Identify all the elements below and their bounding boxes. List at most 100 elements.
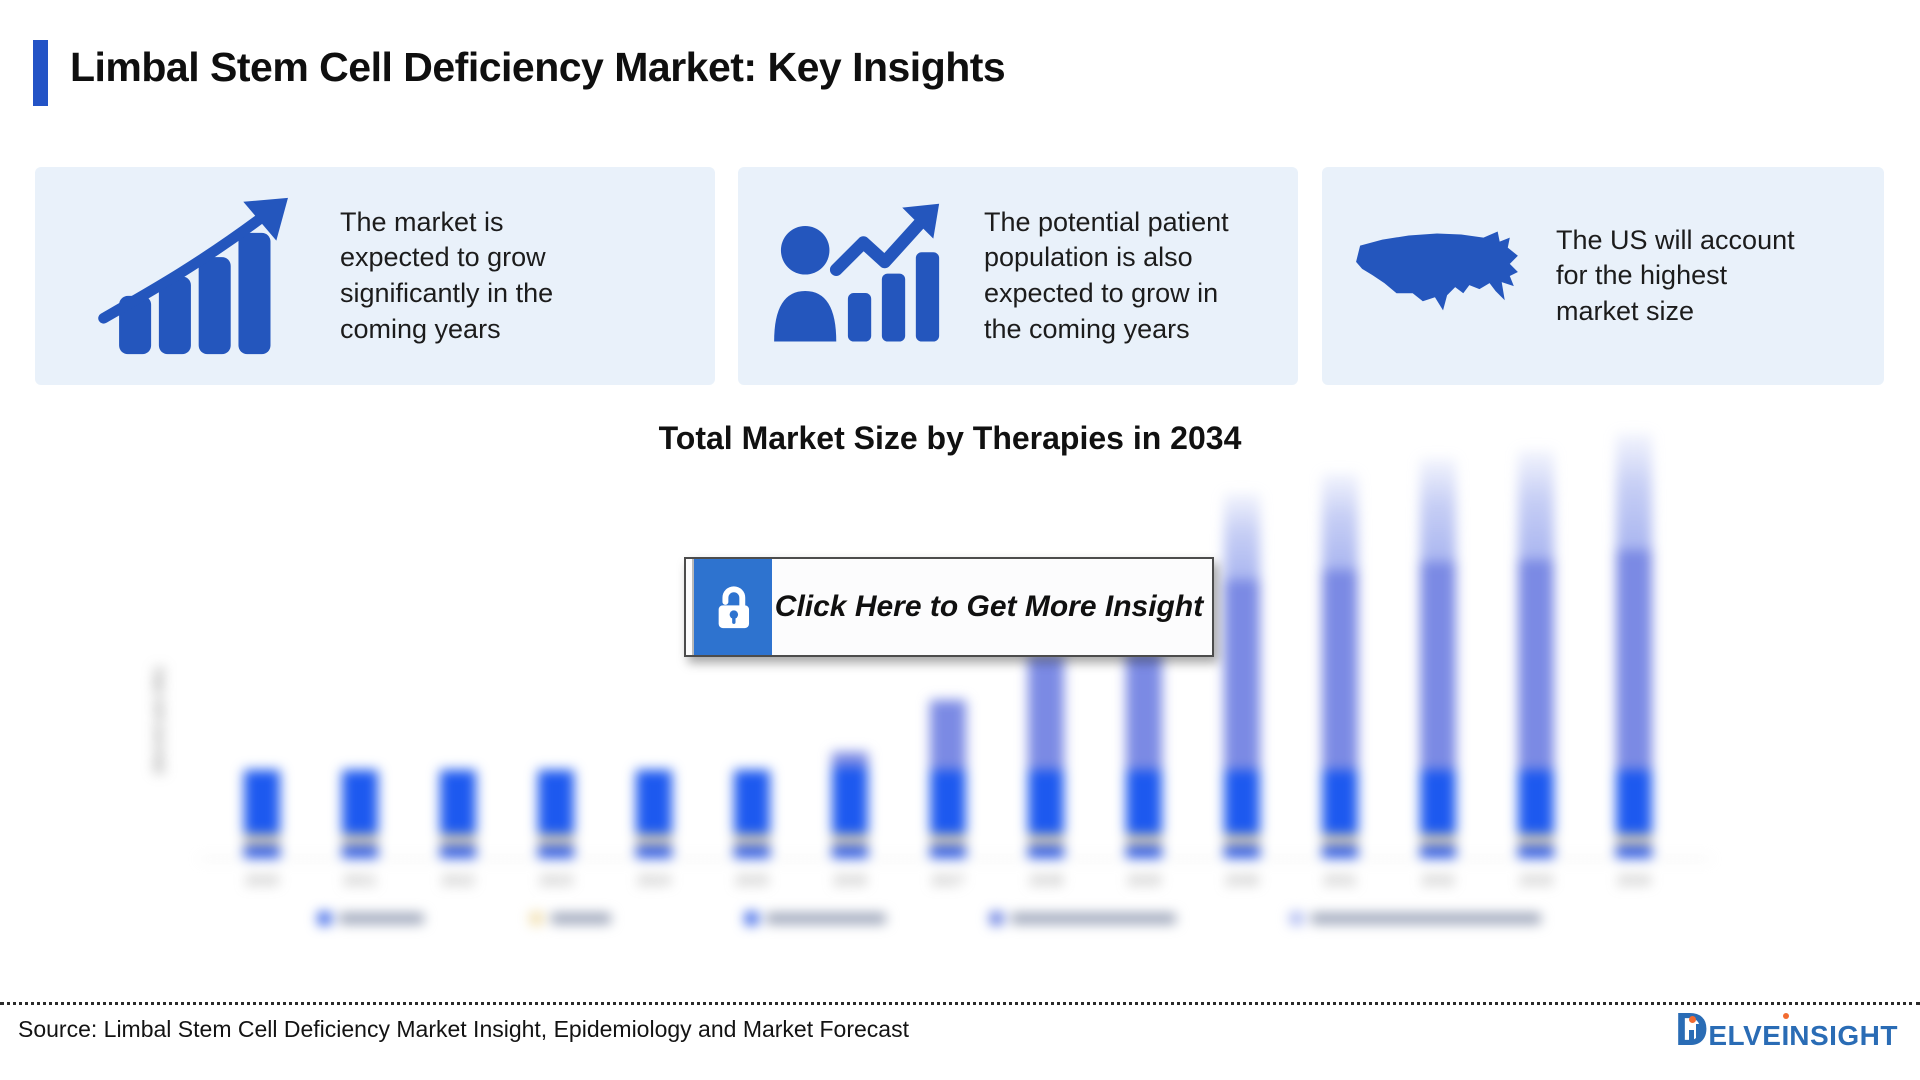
bar-2033 bbox=[1518, 450, 1554, 858]
x-tick-label-blurred: 2024 bbox=[637, 872, 671, 889]
x-tick-label-blurred: 2021 bbox=[343, 872, 377, 889]
logo-bar-icon bbox=[1689, 1030, 1695, 1040]
delveinsight-logo: D ELVE I NSIGHT bbox=[1675, 1006, 1898, 1052]
page-title: Limbal Stem Cell Deficiency Market: Key … bbox=[70, 44, 1006, 90]
bar-segment bbox=[1322, 835, 1358, 845]
legend-item-blurred bbox=[318, 912, 424, 925]
bar-segment bbox=[1420, 562, 1456, 770]
bar-2028 bbox=[1028, 655, 1064, 858]
x-axis-line bbox=[200, 858, 1710, 860]
bar-2031 bbox=[1322, 473, 1358, 858]
bar-segment bbox=[930, 845, 966, 858]
bar-segment bbox=[1518, 450, 1554, 560]
legend-item-blurred bbox=[990, 912, 1176, 925]
bar-2021 bbox=[342, 770, 378, 858]
bar-segment bbox=[1616, 550, 1652, 770]
insight-card-us-market: The US will account for the highest mark… bbox=[1322, 167, 1884, 385]
cta-label: Click Here to Get More Insight bbox=[774, 590, 1204, 623]
x-tick-label-blurred: 2022 bbox=[441, 872, 475, 889]
bar-segment bbox=[636, 770, 672, 835]
bar-segment bbox=[440, 845, 476, 858]
legend-label-smudge bbox=[339, 913, 424, 924]
legend-label-smudge bbox=[1311, 913, 1541, 924]
bar-2020 bbox=[244, 770, 280, 858]
bar-segment bbox=[538, 770, 574, 835]
x-tick-label-blurred: 2033 bbox=[1519, 872, 1553, 889]
x-tick-label-blurred: 2023 bbox=[539, 872, 573, 889]
legend-item-blurred bbox=[1290, 912, 1541, 925]
logo-letter-i: I bbox=[1781, 1013, 1790, 1051]
legend-swatch bbox=[745, 912, 758, 925]
legend-item-blurred bbox=[530, 912, 611, 925]
y-axis-title-blurred: (blurred axis title) bbox=[150, 666, 166, 774]
logo-text: NSIGHT bbox=[1789, 1020, 1898, 1051]
logo-orange-dot-icon bbox=[1689, 1016, 1697, 1023]
x-tick-label-blurred: 2025 bbox=[735, 872, 769, 889]
bar-segment bbox=[1518, 835, 1554, 845]
bar-segment bbox=[244, 770, 280, 835]
logo-bar-icon bbox=[1696, 1024, 1702, 1040]
x-tick-label-blurred: 2020 bbox=[245, 872, 279, 889]
footer-divider bbox=[0, 1002, 1920, 1005]
bar-segment bbox=[1420, 835, 1456, 845]
bar-segment bbox=[1126, 770, 1162, 835]
legend-swatch bbox=[990, 912, 1003, 925]
patient-population-growth-icon bbox=[774, 203, 940, 342]
bar-2032 bbox=[1420, 458, 1456, 858]
bar-segment bbox=[244, 845, 280, 858]
bar-segment bbox=[342, 845, 378, 858]
insight-card-text: The US will account for the highest mark… bbox=[1556, 224, 1795, 326]
cta-button[interactable]: Click Here to Get More Insight bbox=[684, 557, 1214, 657]
logo-text: ELVE bbox=[1708, 1020, 1782, 1051]
us-map-icon bbox=[1356, 231, 1518, 311]
bar-2025 bbox=[734, 770, 770, 858]
x-tick-label-blurred: 2027 bbox=[931, 872, 965, 889]
bar-segment bbox=[832, 835, 868, 845]
bar-segment bbox=[244, 835, 280, 845]
bar-2034 bbox=[1616, 433, 1652, 858]
legend-item-blurred bbox=[745, 912, 886, 925]
bar-segment bbox=[1224, 580, 1260, 770]
bar-2024 bbox=[636, 770, 672, 858]
unlock-icon bbox=[694, 559, 772, 655]
bar-segment bbox=[734, 845, 770, 858]
bar-segment bbox=[1028, 655, 1064, 770]
bar-2023 bbox=[538, 770, 574, 858]
bar-segment bbox=[1224, 845, 1260, 858]
bar-2027 bbox=[930, 700, 966, 858]
bar-segment bbox=[1322, 770, 1358, 835]
bar-segment bbox=[1322, 473, 1358, 570]
bar-segment bbox=[930, 770, 966, 835]
bar-segment bbox=[1616, 433, 1652, 550]
legend-swatch bbox=[318, 912, 331, 925]
bar-segment bbox=[440, 770, 476, 835]
bar-segment bbox=[832, 767, 868, 835]
bar-segment bbox=[1126, 835, 1162, 845]
bar-segment bbox=[930, 700, 966, 770]
x-tick-label-blurred: 2026 bbox=[833, 872, 867, 889]
bar-segment bbox=[734, 770, 770, 835]
bar-2030 bbox=[1224, 493, 1260, 858]
bar-segment bbox=[1420, 770, 1456, 835]
bar-segment bbox=[538, 835, 574, 845]
bar-segment bbox=[636, 845, 672, 858]
insight-card-text: The potential patient population is also… bbox=[984, 206, 1229, 344]
growth-trend-bar-chart-icon bbox=[98, 197, 288, 354]
x-tick-label-blurred: 2032 bbox=[1421, 872, 1455, 889]
insight-card-patient-population: The potential patient population is also… bbox=[738, 167, 1298, 385]
legend-label-smudge bbox=[766, 913, 886, 924]
bar-segment bbox=[1420, 458, 1456, 562]
bar-segment bbox=[1322, 570, 1358, 770]
legend-swatch bbox=[530, 912, 543, 925]
bar-segment bbox=[538, 845, 574, 858]
bar-segment bbox=[1126, 845, 1162, 858]
bar-segment bbox=[1224, 770, 1260, 835]
bar-segment bbox=[1322, 845, 1358, 858]
title-accent-bar bbox=[33, 40, 48, 106]
x-tick-label-blurred: 2031 bbox=[1323, 872, 1357, 889]
bar-2026 bbox=[832, 752, 868, 858]
bar-2029 bbox=[1126, 652, 1162, 858]
bar-segment bbox=[342, 835, 378, 845]
bar-segment bbox=[1126, 652, 1162, 770]
